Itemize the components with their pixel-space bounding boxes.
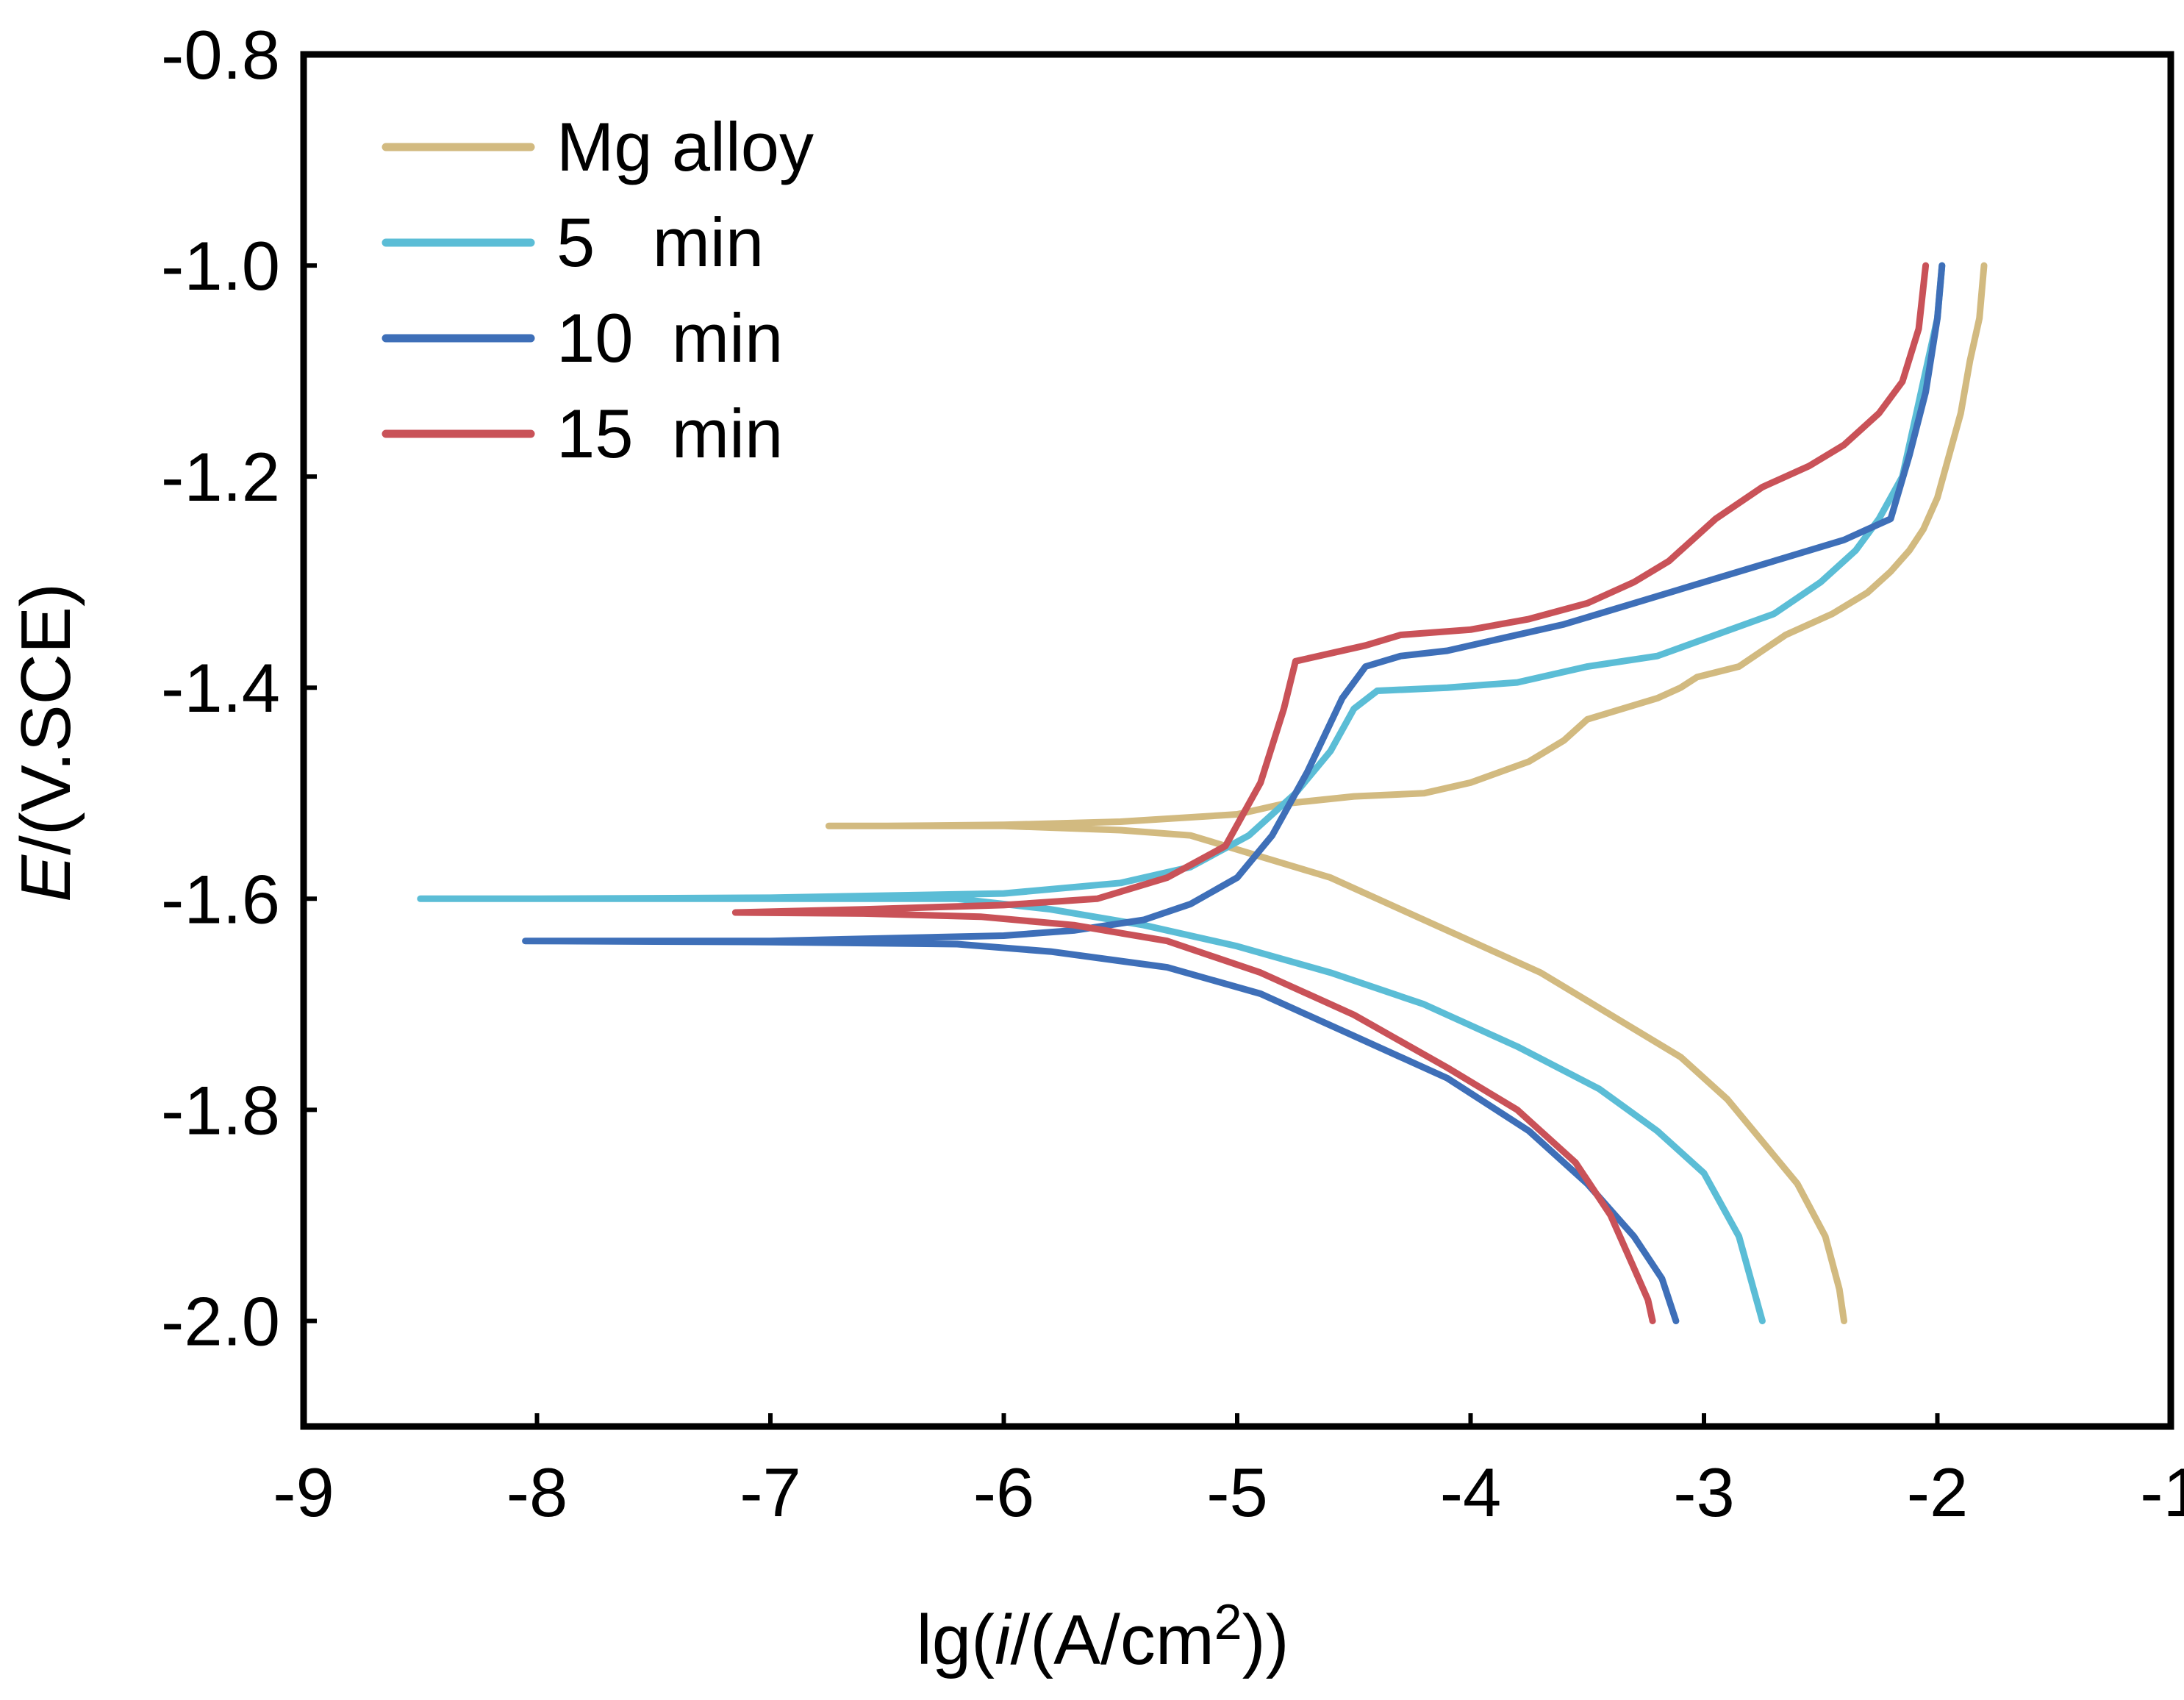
x-tick-label: -7: [740, 1454, 801, 1531]
series-line-0: [825, 262, 1988, 1324]
x-tick-label: -8: [506, 1454, 568, 1531]
y-tick-label: -2.0: [161, 1282, 280, 1360]
x-tick-label: -9: [273, 1454, 334, 1531]
y-tick-label: -1.2: [161, 438, 280, 515]
y-tick-label: -1.8: [161, 1071, 280, 1149]
legend-label-0: Mg alloy: [556, 108, 814, 185]
x-tick-label: -6: [973, 1454, 1035, 1531]
legend-label-1: 5 min: [556, 204, 764, 281]
x-tick-label: -3: [1673, 1454, 1735, 1531]
y-tick-label: -1.0: [161, 227, 280, 304]
series-line-2: [522, 262, 1946, 1324]
x-axis-title: lg(i/(A/cm2)): [916, 1594, 1289, 1679]
y-tick-label: -1.6: [161, 860, 280, 938]
x-tick-label: -4: [1440, 1454, 1502, 1531]
y-tick-label: -0.8: [161, 16, 280, 93]
y-tick-label: -1.4: [161, 649, 280, 726]
legend-label-2: 10 min: [556, 299, 783, 376]
series-line-3: [731, 262, 1930, 1324]
x-tick-label: -2: [1907, 1454, 1969, 1531]
legend: Mg alloy 5 min 10 min 15 min: [382, 108, 814, 472]
legend-label-3: 15 min: [556, 395, 783, 472]
x-tick-label: -5: [1206, 1454, 1268, 1531]
y-axis-title: E/(V.SCE): [7, 583, 85, 902]
ticks-layer: -9 -8 -7 -6 -5 -4 -3 -2 -1 -2.0 -1.8 -1.6 -1.4 -1.2 -1…: [161, 16, 2184, 1531]
series-layer: [417, 262, 1988, 1324]
x-tick-label: -1: [2140, 1454, 2184, 1531]
